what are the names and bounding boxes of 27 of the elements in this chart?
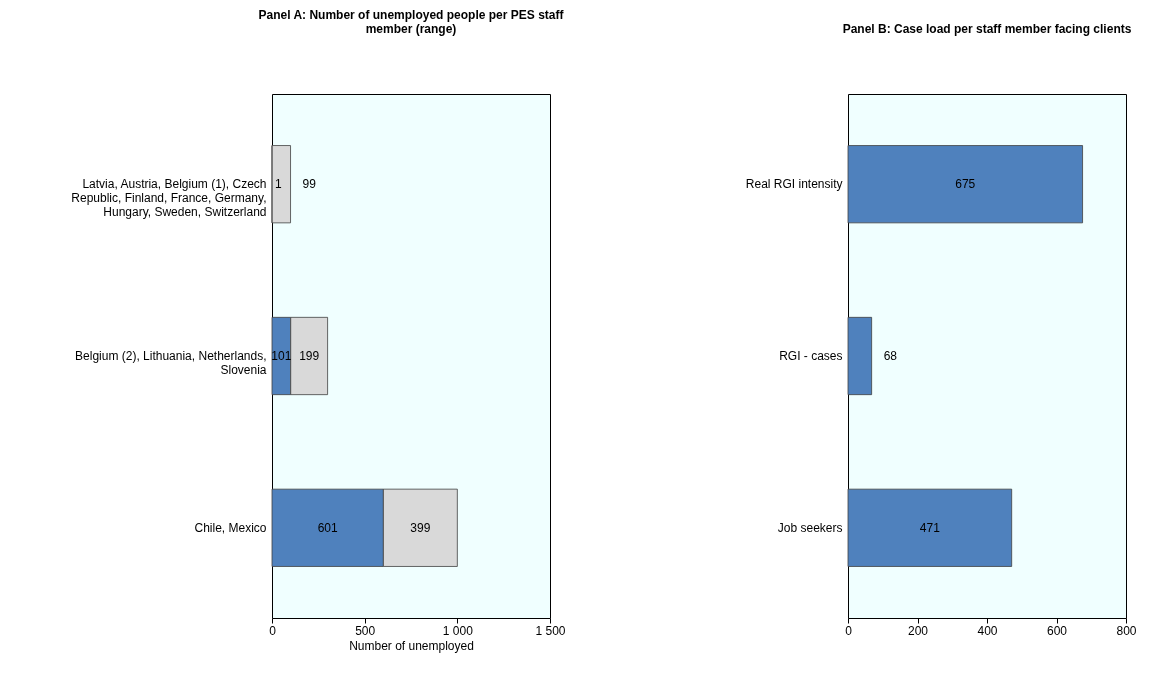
data-label: 101 [271, 349, 292, 363]
x-tick-label: 500 [355, 623, 376, 638]
y-tick-label: Chile, Mexico [194, 520, 267, 535]
x-tick-label: 200 [907, 623, 929, 638]
x-tick-label: 600 [1046, 623, 1068, 638]
chart-title: Panel B: Case load per staff member facing clients [842, 22, 1132, 36]
x-tick-label: 1 000 [442, 623, 474, 638]
data-label: 199 [299, 349, 320, 363]
y-tick-label: Belgium (2), Lithuania, Netherlands, Slovenia [75, 349, 267, 377]
data-label: 68 [883, 349, 898, 363]
y-tick-label: Latvia, Austria, Belgium (1), Czech Republic, Finland, France, Germany, Hungary, Sweden, Switzerland [71, 177, 267, 220]
x-tick-label: 400 [977, 623, 998, 638]
data-label: 675 [955, 177, 976, 192]
data-label: 471 [919, 520, 941, 535]
chart-title: Panel A: Number of unemployed people per PES staff member (range) [258, 8, 565, 36]
x-tick-label: 0 [845, 623, 853, 638]
x-axis-title: Number of unemployed [349, 638, 474, 653]
x-tick-label: 800 [1116, 623, 1137, 638]
y-tick-label: RGI - cases [779, 349, 843, 363]
y-tick-label: Job seekers [777, 520, 843, 535]
x-tick-label: 1 500 [535, 623, 566, 638]
data-label: 99 [302, 177, 317, 192]
x-tick-label: 0 [269, 623, 277, 638]
data-label: 399 [410, 520, 431, 535]
data-label: 601 [317, 520, 339, 535]
data-label: 1 [275, 177, 282, 192]
y-tick-label: Real RGI intensity [745, 177, 843, 192]
